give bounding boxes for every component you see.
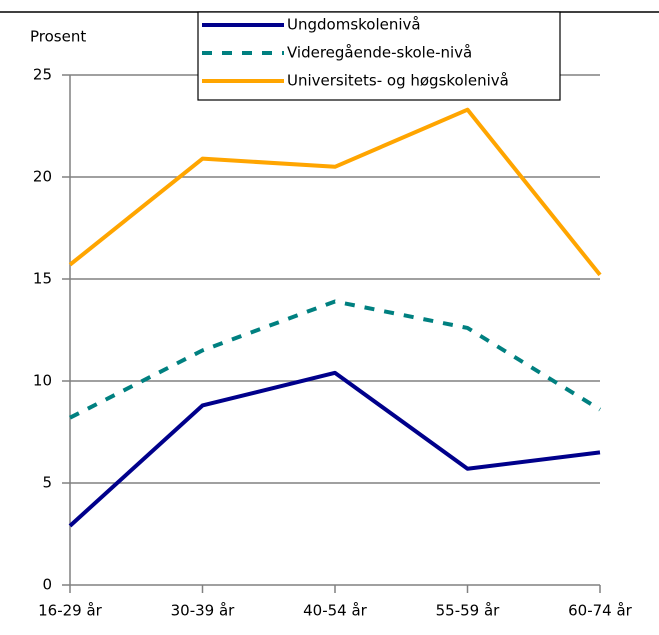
y-tick-label: 10 <box>33 372 52 390</box>
y-tick-label: 0 <box>42 576 52 594</box>
series-line <box>69 299 602 420</box>
series-line <box>68 107 602 277</box>
y-tick-label: 25 <box>33 66 52 84</box>
legend-box <box>197 11 561 101</box>
legend-label: Videregående-skole-nivå <box>287 44 472 62</box>
legend-label: Ungdomskolenivå <box>287 16 421 34</box>
x-tick-label: 16-29 år <box>38 602 103 620</box>
x-tick-label: 60-74 år <box>568 602 633 620</box>
x-tick-label: 55-59 år <box>436 602 501 620</box>
y-axis-label: Prosent <box>30 28 86 46</box>
y-tick-label: 20 <box>33 168 52 186</box>
x-tick-label: 40-54 år <box>303 602 368 620</box>
y-tick-label: 15 <box>33 270 52 288</box>
legend-label: Universitets- og høgskolenivå <box>287 72 509 90</box>
y-tick-label: 5 <box>42 474 52 492</box>
x-tick-label: 30-39 år <box>171 602 236 620</box>
series-line <box>68 370 601 528</box>
